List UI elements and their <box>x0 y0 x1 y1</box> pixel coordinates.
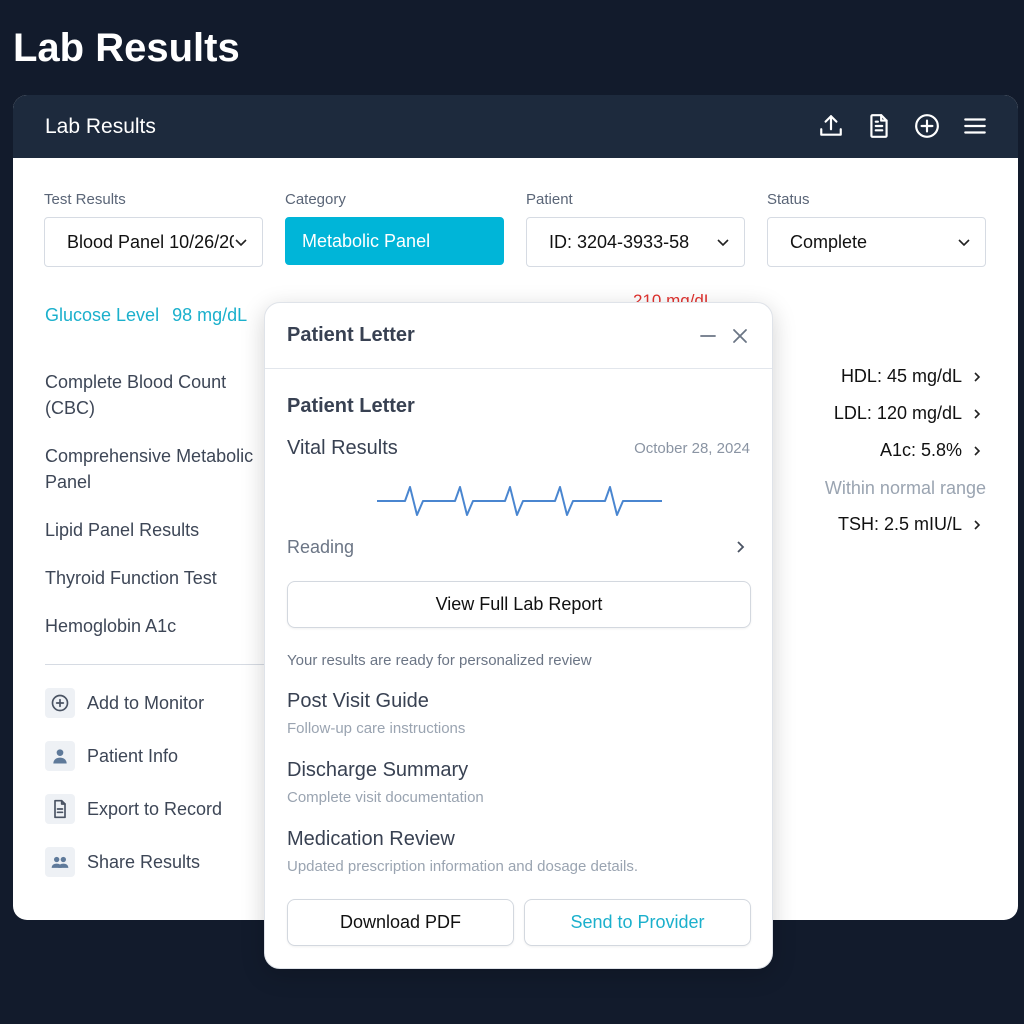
test-item-lipid[interactable]: Lipid Panel Results <box>45 520 200 540</box>
test-item-thyroid[interactable]: Thyroid Function Test <box>45 568 217 588</box>
action-label: Share Results <box>87 851 201 872</box>
glucose-label: Glucose Level <box>45 305 160 325</box>
add-circle-icon[interactable] <box>912 111 942 141</box>
add-circle-icon <box>45 688 75 718</box>
card-title: Lab Results <box>45 114 156 138</box>
normal-range-note: Within normal range <box>824 478 986 498</box>
metric-value: LDL: 120 mg/dL <box>833 403 962 423</box>
test-results-filter: Test Results Blood Panel 10/26/2024 <box>44 191 263 267</box>
ready-message: Your results are ready for personalized … <box>287 652 592 669</box>
patient-filter: Patient ID: 3204-3933-58 <box>526 191 745 267</box>
chevron-right-icon <box>974 371 981 382</box>
chevron-down-icon <box>958 239 970 247</box>
view-full-report-button[interactable]: View Full Lab Report <box>287 581 751 628</box>
divider <box>45 664 275 665</box>
export-to-record-action[interactable]: Export to Record <box>45 794 222 824</box>
ecg-waveform <box>377 486 662 516</box>
filter-label: Status <box>767 191 810 208</box>
action-label: Patient Info <box>87 745 179 766</box>
tsh-metric[interactable]: TSH: 2.5 mIU/L <box>838 514 982 535</box>
glucose-reading[interactable]: Glucose Level 98 mg/dL <box>45 305 247 326</box>
test-item-cbc[interactable]: Complete Blood Count (CBC) <box>45 372 227 418</box>
header-toolbar <box>816 111 990 141</box>
patient-info-action[interactable]: Patient Info <box>45 741 178 771</box>
vital-date: October 28, 2024 <box>634 440 750 457</box>
metric-value: A1c: 5.8% <box>879 440 962 460</box>
modal-header: Patient Letter <box>265 303 772 369</box>
discharge-summary-title[interactable]: Discharge Summary <box>287 759 469 781</box>
document-icon[interactable] <box>864 111 894 141</box>
menu-icon[interactable] <box>960 111 990 141</box>
close-icon[interactable] <box>730 326 750 346</box>
send-to-provider-button[interactable]: Send to Provider <box>524 899 751 946</box>
chevron-right-icon <box>974 519 981 530</box>
section-title: Patient Letter <box>287 395 415 417</box>
reading-label: Reading <box>287 537 355 557</box>
glucose-value: 98 mg/dL <box>172 305 248 325</box>
status-select[interactable]: Complete <box>767 217 986 267</box>
modal-title: Patient Letter <box>287 324 415 346</box>
medication-review-title[interactable]: Medication Review <box>287 828 455 850</box>
patient-select[interactable]: ID: 3204-3933-58 <box>526 217 745 267</box>
status-filter: Status Complete <box>767 191 986 267</box>
discharge-summary-subtitle: Complete visit documentation <box>287 789 484 806</box>
chevron-right-icon[interactable] <box>734 539 746 555</box>
category-select[interactable]: Metabolic Panel <box>285 217 504 265</box>
card-header: Lab Results <box>13 95 1018 158</box>
add-to-monitor-action[interactable]: Add to Monitor <box>45 688 204 718</box>
action-label: Add to Monitor <box>87 692 205 713</box>
medication-review-subtitle: Updated prescription information and dos… <box>287 858 639 875</box>
chevron-down-icon <box>717 239 729 247</box>
user-icon <box>45 741 75 771</box>
test-item-cmp[interactable]: Comprehensive Metabolic Panel <box>45 446 254 492</box>
ldl-metric[interactable]: LDL: 120 mg/dL <box>834 403 982 424</box>
download-pdf-button[interactable]: Download PDF <box>287 899 514 946</box>
post-visit-guide-subtitle: Follow-up care instructions <box>287 720 466 737</box>
metric-value: HDL: 45 mg/dL <box>840 366 962 386</box>
minimize-icon[interactable] <box>698 326 718 346</box>
upload-icon[interactable] <box>816 111 846 141</box>
page-title: Lab Results <box>13 26 240 70</box>
filter-label: Test Results <box>44 191 126 208</box>
vital-results-label: Vital Results <box>287 437 398 459</box>
test-item-a1c[interactable]: Hemoglobin A1c <box>45 616 177 636</box>
chevron-right-icon <box>974 445 981 456</box>
metric-value: TSH: 2.5 mIU/L <box>837 514 962 534</box>
filter-label: Category <box>285 191 346 208</box>
share-results-action[interactable]: Share Results <box>45 847 200 877</box>
filter-label: Patient <box>526 191 573 208</box>
action-label: Export to Record <box>87 798 223 819</box>
patient-letter-modal: Patient Letter Patient Letter Vital Resu… <box>264 302 773 969</box>
test-results-select[interactable]: Blood Panel 10/26/2024 <box>44 217 263 267</box>
category-filter: Category Metabolic Panel <box>285 191 504 265</box>
a1c-metric[interactable]: A1c: 5.8% <box>880 440 982 461</box>
post-visit-guide-title[interactable]: Post Visit Guide <box>287 690 429 712</box>
document-icon <box>45 794 75 824</box>
chevron-down-icon <box>235 239 247 247</box>
chevron-right-icon <box>974 408 981 419</box>
users-icon <box>45 847 75 877</box>
hdl-metric[interactable]: HDL: 45 mg/dL <box>841 366 982 387</box>
